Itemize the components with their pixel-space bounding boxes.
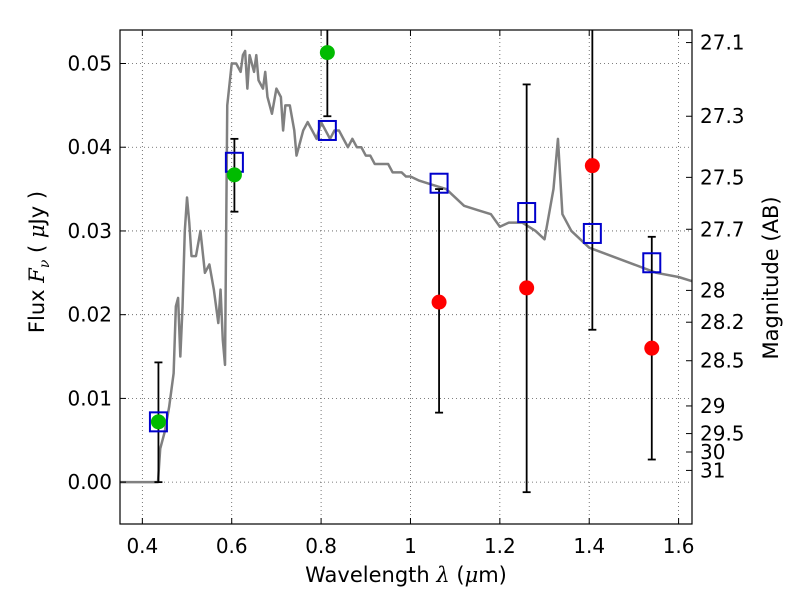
y2-tick-label: 29 [700, 394, 725, 418]
x-tick-label: 1.2 [484, 534, 516, 558]
x-tick-label: 0.4 [126, 534, 158, 558]
y2-tick-label: 27.5 [700, 165, 745, 189]
detection-point [226, 167, 242, 183]
x-axis-label: Wavelength λ (μm) [305, 563, 507, 587]
y-axis: 0.00 0.01 0.02 0.03 0.04 0.05 [67, 51, 126, 494]
y-tick-label: 0.05 [67, 51, 112, 75]
y2-tick-label: 27.7 [700, 217, 745, 241]
red-data-point [431, 294, 447, 310]
y2-tick-label: 27.1 [700, 31, 745, 55]
x-axis: 0.4 0.6 0.8 1 1.2 1.4 1.6 [126, 30, 695, 558]
red-data-point [644, 340, 660, 356]
y-tick-label: 0.01 [67, 386, 112, 410]
model-flux-square [642, 252, 662, 274]
y2-tick-label: 28.2 [700, 310, 745, 334]
y-tick-label: 0.03 [67, 219, 112, 243]
model-flux-square [517, 202, 537, 224]
red-data-point [519, 280, 535, 296]
y2-tick-label: 28 [700, 278, 725, 302]
y2-tick-label: 31 [700, 458, 725, 482]
series-layer [120, 30, 692, 494]
error-bar [588, 30, 597, 331]
secondary-y-axis-label: Magnitude (AB) [759, 196, 783, 359]
detection-point [319, 45, 335, 61]
plot-frame [119, 29, 693, 525]
y-axis-label: Flux Fν ( μJy ) [25, 191, 53, 333]
y2-tick-label: 28.5 [700, 349, 745, 373]
x-tick-label: 1.6 [663, 534, 695, 558]
y-tick-label: 0.04 [67, 135, 112, 159]
model-flux-square [317, 119, 337, 141]
y2-tick-label: 27.3 [700, 104, 745, 128]
detection-point [150, 414, 166, 430]
grid [120, 30, 692, 524]
x-tick-label: 1 [404, 534, 417, 558]
y2-tick-label: 29.5 [700, 422, 745, 446]
model-flux-square [582, 222, 602, 244]
y-tick-label: 0.02 [67, 303, 112, 327]
x-tick-label: 0.6 [216, 534, 248, 558]
x-tick-label: 1.4 [573, 534, 605, 558]
y-tick-label: 0.00 [67, 470, 112, 494]
red-data-point [584, 158, 600, 174]
model-spectrum-line [120, 49, 692, 484]
y2-tick-label: 30 [700, 440, 725, 464]
model-flux-square [429, 172, 449, 194]
x-tick-label: 0.8 [305, 534, 337, 558]
plot-area [120, 30, 692, 494]
model-flux-square [148, 411, 168, 433]
